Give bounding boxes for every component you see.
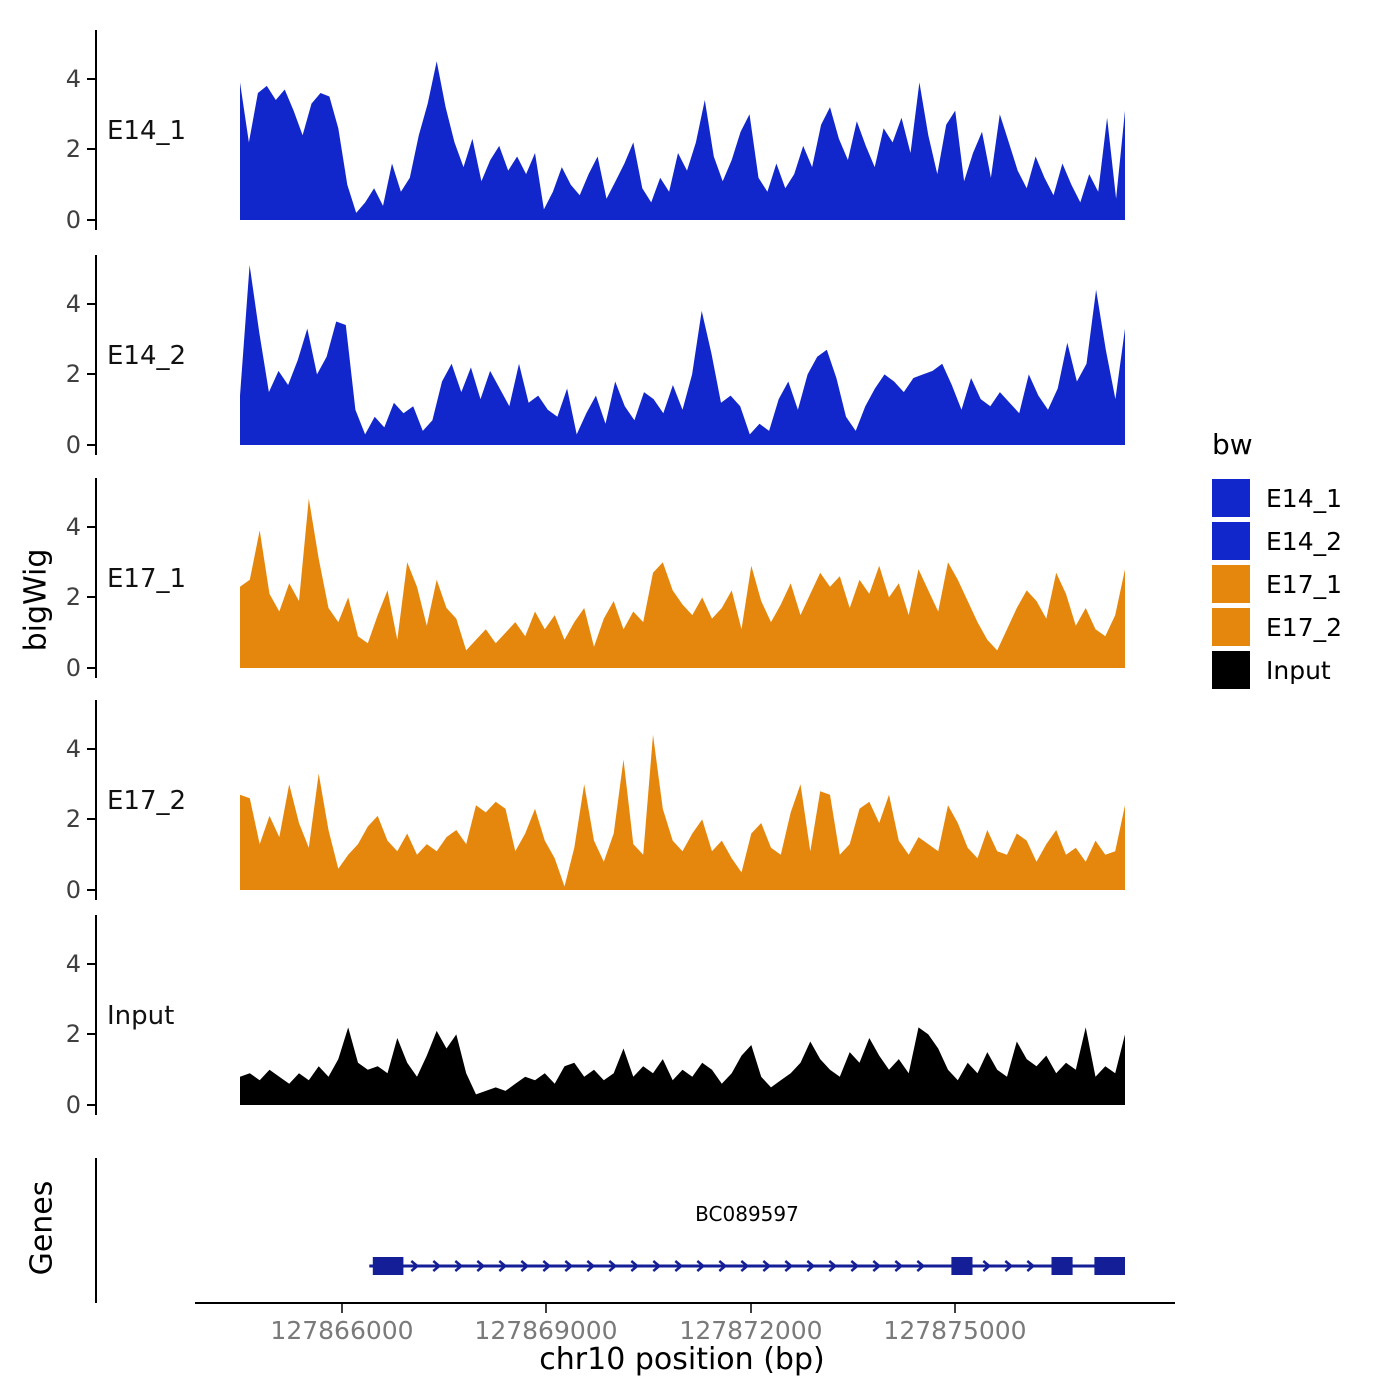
x-tick — [341, 1304, 343, 1313]
coverage-area-e17_1 — [240, 498, 1125, 668]
x-tick — [750, 1304, 752, 1313]
y-tick-label: 4 — [65, 64, 81, 93]
y-tick-label: 4 — [65, 289, 81, 318]
y-axis-line — [95, 30, 97, 230]
x-tick — [545, 1304, 547, 1313]
legend-label: E17_2 — [1266, 612, 1343, 642]
y-tick — [87, 818, 95, 821]
track-label: E14_2 — [107, 341, 187, 371]
coverage-area-e17_2 — [240, 734, 1125, 890]
y-tick — [87, 962, 95, 965]
y-tick-label: 4 — [65, 734, 81, 763]
track-panel-e14_1: 0 2 4 E14_1 — [66, 30, 1130, 233]
y-tick — [87, 148, 95, 151]
legend-swatch-e14-1 — [1212, 479, 1250, 517]
legend-item: E14_1 — [1212, 479, 1342, 517]
y-tick — [87, 302, 95, 305]
track-panel-input: 0 2 4 Input — [66, 915, 1130, 1118]
track-label: E14_1 — [107, 116, 187, 146]
y-tick-label: 2 — [65, 583, 81, 612]
y-tick-label: 0 — [65, 654, 81, 682]
y-tick — [87, 747, 95, 750]
y-tick-label: 0 — [65, 876, 81, 904]
coverage-area-e14_1 — [240, 61, 1125, 221]
y-tick — [87, 373, 95, 376]
x-tick — [954, 1304, 956, 1313]
y-tick-label: 0 — [65, 206, 81, 234]
gene-name-label: BC089597 — [695, 1202, 799, 1226]
y-tick — [87, 525, 95, 528]
y-tick-label: 0 — [65, 1091, 81, 1119]
coverage-area-input — [240, 1027, 1125, 1105]
y-tick-label: 4 — [65, 949, 81, 978]
x-axis-line — [195, 1302, 1175, 1304]
x-tick-label: 127869000 — [474, 1316, 618, 1345]
y-tick-label: 2 — [65, 135, 81, 164]
track-panel-e17_1: 0 2 4 E17_1 — [66, 478, 1130, 681]
genes-axis-line — [95, 1158, 97, 1303]
legend-item: Input — [1212, 651, 1342, 689]
track-label: E17_1 — [107, 564, 187, 594]
y-tick — [87, 219, 95, 221]
y-tick-label: 2 — [65, 805, 81, 834]
y-axis-line — [95, 700, 97, 900]
y-axis-line — [95, 915, 97, 1115]
y-tick — [87, 889, 95, 891]
y-tick — [87, 596, 95, 599]
y-tick — [87, 1104, 95, 1106]
genes-axis-title: Genes — [24, 1180, 60, 1276]
y-tick-label: 2 — [65, 1020, 81, 1049]
track-panel-e14_2: 0 2 4 E14_2 — [66, 255, 1130, 458]
legend-label: Input — [1266, 655, 1331, 685]
track-label: Input — [107, 1001, 175, 1031]
y-tick-label: 2 — [65, 360, 81, 389]
legend-swatch-input — [1212, 651, 1250, 689]
legend-label: E17_1 — [1266, 569, 1343, 599]
x-tick-label: 127872000 — [679, 1316, 823, 1345]
gene-model — [369, 1257, 1125, 1275]
x-tick-label: 127875000 — [883, 1316, 1027, 1345]
legend-item: E17_1 — [1212, 565, 1342, 603]
legend-swatch-e17-2 — [1212, 608, 1250, 646]
y-axis-line — [95, 255, 97, 455]
legend-swatch-e17-1 — [1212, 565, 1250, 603]
x-tick-label: 127866000 — [270, 1316, 414, 1345]
legend-swatch-e14-2 — [1212, 522, 1250, 560]
genes-panel: BC089597 — [95, 1158, 1130, 1303]
x-axis-label: chr10 position (bp) — [539, 1342, 825, 1377]
y-tick — [87, 1033, 95, 1036]
legend-item: E14_2 — [1212, 522, 1342, 560]
y-tick-label: 4 — [65, 512, 81, 541]
y-tick — [87, 77, 95, 80]
legend: bw E14_1 E14_2 E17_1 E17_2 Input — [1212, 428, 1342, 694]
legend-label: E14_2 — [1266, 526, 1343, 556]
track-panel-e17_2: 0 2 4 E17_2 — [66, 700, 1130, 903]
y-tick — [87, 667, 95, 669]
legend-label: E14_1 — [1266, 483, 1343, 513]
y-axis-line — [95, 478, 97, 678]
legend-title: bw — [1212, 428, 1253, 461]
track-label: E17_2 — [107, 786, 187, 816]
y-tick — [87, 444, 95, 446]
y-tick-label: 0 — [65, 431, 81, 459]
coverage-area-e14_2 — [240, 265, 1125, 445]
legend-item: E17_2 — [1212, 608, 1342, 646]
